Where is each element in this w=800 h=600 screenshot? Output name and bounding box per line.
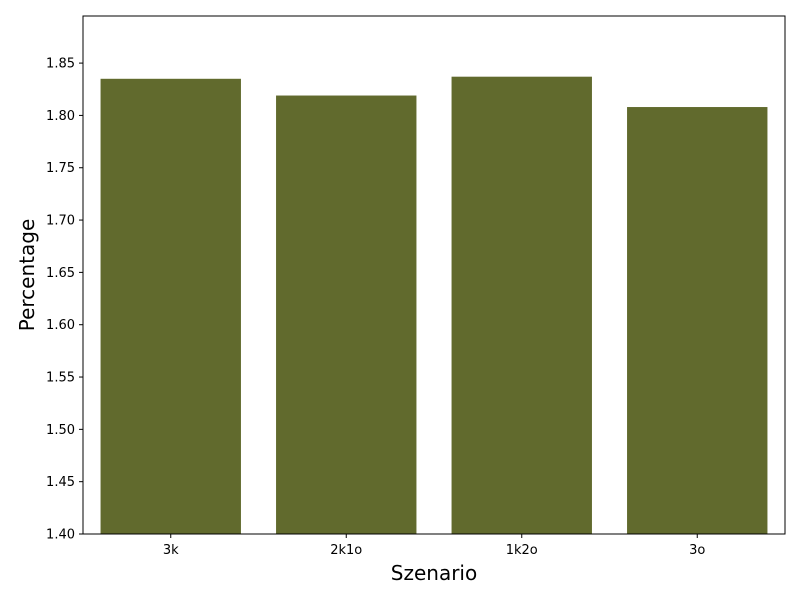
y-axis-title: Percentage <box>15 219 39 332</box>
x-tick-label: 3o <box>689 543 705 558</box>
y-tick-label: 1.60 <box>46 318 75 333</box>
y-tick-label: 1.80 <box>46 109 75 124</box>
x-axis-title: Szenario <box>391 561 477 585</box>
y-tick-label: 1.75 <box>46 161 75 176</box>
bar-2k1o <box>276 95 417 534</box>
y-tick-label: 1.55 <box>46 371 75 386</box>
x-tick-label: 3k <box>163 543 179 558</box>
y-tick-label: 1.40 <box>46 528 75 543</box>
bar-1k2o <box>451 76 592 534</box>
y-tick-label: 1.85 <box>46 57 75 72</box>
y-axis: 1.40 1.45 1.50 1.55 1.60 1.65 1.70 1.75 1.80 1.85 <box>46 57 83 543</box>
x-tick-label: 2k1o <box>330 543 362 558</box>
bars-layer <box>100 76 768 534</box>
bar-3o <box>627 107 768 534</box>
y-tick-label: 1.45 <box>46 475 75 490</box>
y-tick-label: 1.65 <box>46 266 75 281</box>
y-tick-label: 1.50 <box>46 423 75 438</box>
y-tick-label: 1.70 <box>46 214 75 229</box>
plot-frame <box>82 15 786 535</box>
x-tick-label: 1k2o <box>506 543 538 558</box>
bar-3k <box>100 78 241 534</box>
x-axis: 3k 2k1o 1k2o 3o <box>163 534 705 558</box>
